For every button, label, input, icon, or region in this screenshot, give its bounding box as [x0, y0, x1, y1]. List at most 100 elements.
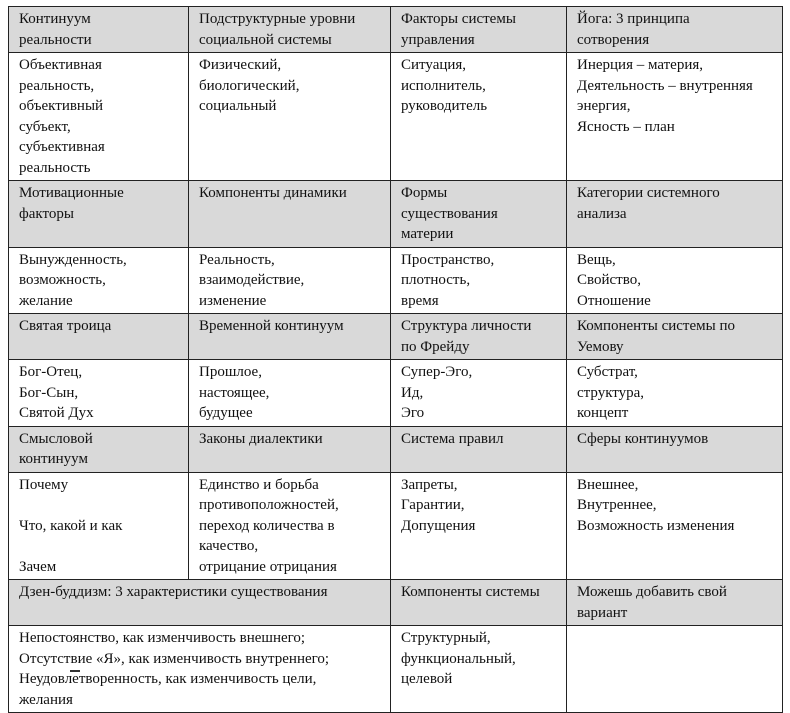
table-cell: Компоненты системы — [390, 579, 567, 626]
table-cell: Вынужденность, возможность, желание — [8, 246, 189, 314]
cell-line: желание — [19, 292, 73, 309]
cell-line: Запреты, — [401, 476, 458, 493]
concepts-table: Континуум реальности Подструктурные уровни… — [8, 6, 783, 713]
cell-line: сотворения — [577, 31, 650, 48]
cell-line — [19, 536, 178, 557]
cell-line: изменение — [199, 292, 267, 309]
cell-line: биологический, — [199, 77, 300, 94]
table-cell — [566, 625, 783, 713]
cell-line: исполнитель, — [401, 77, 486, 94]
cell-line: Инерция – материя, — [577, 57, 704, 73]
table-cell: Компоненты системы по Уемову — [566, 313, 783, 360]
table-row: Почему Что, какой и как Зачем Единство и … — [8, 471, 783, 580]
cell-line: Ясность – план — [577, 118, 675, 135]
table-cell: Можешь добавить свой вариант — [566, 579, 783, 626]
table-cell: Ситуация, исполнитель, руководитель — [390, 52, 567, 181]
cell-line: Формы — [401, 185, 448, 201]
table-cell: Непостоянство, как изменчивость внешнего… — [8, 625, 391, 713]
cell-line: Вынужденность, — [19, 251, 127, 268]
table-cell: Подструктурные уровни социальной системы — [188, 6, 391, 53]
cell-line: Допущения — [401, 517, 476, 534]
cell-line: Смысловой — [19, 430, 93, 447]
cell-line: субъект, — [19, 118, 71, 135]
cell-line: социальной системы — [199, 31, 332, 48]
cell-line: Подструктурные уровни — [199, 11, 356, 27]
cell-line: Дзен-буддизм: 3 характеристики существов… — [19, 584, 328, 600]
cell-line: целевой — [401, 671, 453, 687]
table-cell: Внешнее, Внутреннее, Возможность изменения — [566, 471, 783, 580]
cell-line: Единство и борьба — [199, 476, 319, 493]
cell-line: субъективная — [19, 139, 105, 155]
table-cell: Вещь, Свойство, Отношение — [566, 246, 783, 314]
cell-line: желания — [19, 691, 73, 708]
cell-line: Непостоянство, как изменчивость внешнего… — [19, 630, 306, 646]
cell-line: вариант — [577, 604, 628, 621]
cell-line: противоположностей, — [199, 497, 339, 513]
table-cell: Смысловой континуум — [8, 425, 189, 473]
table-cell: Супер-Эго, Ид, Эго — [390, 359, 567, 427]
cell-line: плотность, — [401, 272, 471, 288]
table-cell: Структура личности по Фрейду — [390, 313, 567, 360]
cell-line: концепт — [577, 405, 629, 421]
cell-line: Почему — [19, 476, 69, 493]
cell-line: управления — [401, 31, 475, 48]
cell-line: реальность — [19, 159, 91, 176]
cell-line: Эго — [401, 405, 425, 421]
cell-line: Сферы континуумов — [577, 430, 709, 447]
cell-line: Бог-Сын, — [19, 384, 79, 401]
cell-line: Супер-Эго, — [401, 364, 473, 380]
cell-line: Категории системного — [577, 185, 720, 201]
table-cell: Пространство, плотность, время — [390, 246, 567, 314]
cell-line: Свойство, — [577, 272, 641, 288]
table-cell: Дзен-буддизм: 3 характеристики существов… — [8, 579, 391, 626]
cell-line: Бог-Отец, — [19, 364, 83, 380]
cell-line: Континуум — [19, 11, 91, 27]
table-cell: Объективная реальность, объективный субъект… — [8, 52, 189, 181]
cell-line: Деятельность – внутренняя — [577, 77, 753, 94]
cell-line: факторы — [19, 205, 74, 222]
cell-line: Ситуация, — [401, 57, 467, 73]
table-cell: Сферы континуумов — [566, 425, 783, 473]
cell-line: взаимодействие, — [199, 272, 305, 288]
table-row: Объективная реальность, объективный субъект… — [8, 52, 783, 181]
table-header-row: Континуум реальности Подструктурные уровни… — [8, 6, 783, 53]
cell-line: Компоненты системы — [401, 584, 540, 600]
table-cell: Запреты, Гарантии, Допущения — [390, 471, 567, 580]
cell-line: Физический, — [199, 57, 282, 73]
cell-line: Ид, — [401, 384, 424, 401]
cell-line: Законы диалектики — [199, 430, 323, 447]
cell-line: Временной континуум — [199, 318, 344, 334]
cell-line — [19, 495, 178, 516]
cell-line: Мотивационные — [19, 185, 124, 201]
cell-line: существования — [401, 205, 498, 222]
cell-line: Субстрат, — [577, 364, 638, 380]
cell-line: Отсутствие «Я», как изменчивость внутрен… — [19, 650, 330, 667]
table-header-row: Дзен-буддизм: 3 характеристики существов… — [8, 579, 783, 626]
table-cell: Физический, биологический, социальный — [188, 52, 391, 181]
table-cell: Система правил — [390, 425, 567, 473]
cell-line: Структура личности — [401, 318, 532, 334]
cell-line: качество, — [199, 538, 259, 554]
table-row: Вынужденность, возможность, желание Реально… — [8, 246, 783, 314]
cell-line: отрицание отрицания — [199, 558, 337, 575]
cell-line: Зачем — [19, 558, 57, 575]
cell-line: Возможность изменения — [577, 517, 735, 534]
cell-line: реальность, — [19, 77, 95, 94]
cell-line: Пространство, — [401, 251, 495, 268]
table-cell: Законы диалектики — [188, 425, 391, 473]
cell-line: Внешнее, — [577, 476, 639, 493]
cell-line: переход количества в — [199, 517, 335, 534]
cell-line: Структурный, — [401, 630, 491, 646]
cell-line: возможность, — [19, 272, 106, 288]
table-cell: Инерция – материя, Деятельность – внутрен… — [566, 52, 783, 181]
cell-line: функциональный, — [401, 650, 516, 667]
cell-line: Йога: 3 принципа — [577, 11, 690, 27]
cell-line: Что, какой и как — [19, 517, 123, 534]
table-cell: Субстрат, структура, концепт — [566, 359, 783, 427]
table-cell: Почему Что, какой и как Зачем — [8, 471, 189, 580]
table-header-row: Святая троица Временной континуум Структур… — [8, 313, 783, 360]
cell-line: время — [401, 292, 439, 309]
cell-line: Гарантии, — [401, 497, 465, 513]
cell-line: материи — [401, 226, 454, 242]
cell-line: Реальность, — [199, 251, 275, 268]
